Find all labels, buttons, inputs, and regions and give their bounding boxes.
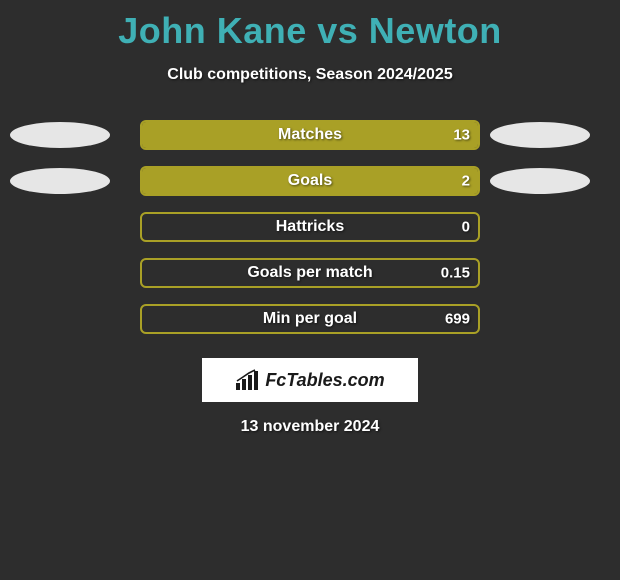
stat-bar: Min per goal699 [140, 304, 480, 334]
stat-bar: Hattricks0 [140, 212, 480, 242]
page-title: John Kane vs Newton [0, 0, 620, 52]
subtitle: Club competitions, Season 2024/2025 [0, 66, 620, 84]
stat-bar: Matches13 [140, 120, 480, 150]
stat-row: Hattricks0 [0, 212, 620, 242]
stat-row: Matches13 [0, 120, 620, 150]
chart-icon [235, 369, 261, 391]
player-ellipse-left [10, 168, 110, 194]
stat-row: Goals per match0.15 [0, 258, 620, 288]
stat-row: Min per goal699 [0, 304, 620, 334]
stat-label: Min per goal [142, 310, 478, 328]
stat-label: Goals [142, 172, 478, 190]
player-ellipse-right [490, 122, 590, 148]
stat-value: 13 [453, 127, 470, 144]
stat-label: Matches [142, 126, 478, 144]
logo-box: FcTables.com [202, 358, 418, 402]
stat-row: Goals2 [0, 166, 620, 196]
stat-label: Hattricks [142, 218, 478, 236]
stats-container: Matches13 Goals2 Hattricks0 Goals per match… [0, 120, 620, 334]
stat-value: 0 [462, 219, 470, 236]
stat-bar: Goals2 [140, 166, 480, 196]
logo-text: FcTables.com [265, 370, 384, 391]
stat-bar: Goals per match0.15 [140, 258, 480, 288]
stat-value: 2 [462, 173, 470, 190]
stat-label: Goals per match [142, 264, 478, 282]
player-ellipse-left [10, 122, 110, 148]
stat-value: 0.15 [441, 265, 470, 282]
stat-value: 699 [445, 311, 470, 328]
date-text: 13 november 2024 [0, 418, 620, 436]
player-ellipse-right [490, 168, 590, 194]
